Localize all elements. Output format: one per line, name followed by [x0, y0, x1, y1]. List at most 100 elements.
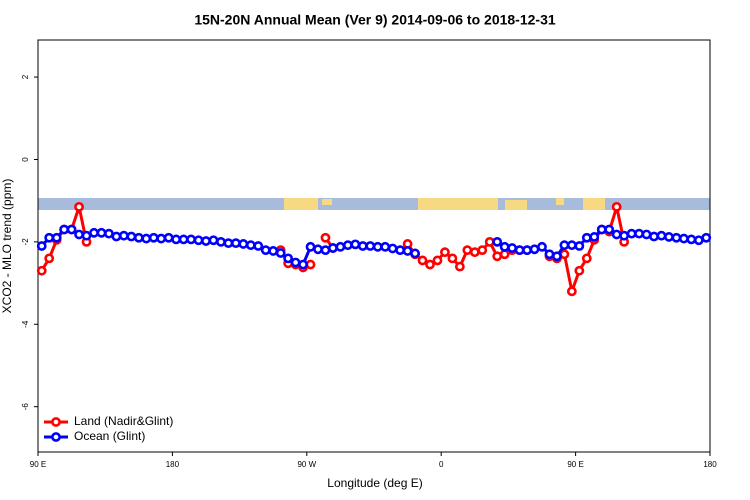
- data-point: [462, 245, 473, 256]
- x-axis-label: Longitude (deg E): [327, 476, 422, 490]
- data-point: [230, 238, 241, 249]
- data-point: [395, 245, 406, 256]
- data-point: [589, 232, 600, 242]
- data-point: [469, 247, 480, 258]
- map-strip: [38, 198, 710, 210]
- data-point: [596, 224, 607, 235]
- data-point: [186, 234, 196, 245]
- data-point: [402, 246, 413, 256]
- data-point: [36, 241, 47, 251]
- data-point: [678, 233, 689, 244]
- data-point: [454, 261, 465, 272]
- data-point: [253, 241, 264, 251]
- legend-marker: [51, 417, 61, 427]
- data-point: [372, 241, 383, 252]
- data-point: [148, 232, 159, 243]
- data-point: [552, 251, 562, 262]
- data-point: [686, 234, 697, 245]
- land-strip: [505, 200, 527, 210]
- data-point: [328, 243, 338, 253]
- data-point: [649, 231, 659, 242]
- data-point: [499, 241, 510, 252]
- data-point: [350, 239, 361, 250]
- x-tick-label: 0: [439, 460, 444, 469]
- data-point: [208, 235, 219, 246]
- data-point: [440, 247, 450, 258]
- data-point: [626, 228, 637, 239]
- data-point: [701, 232, 712, 243]
- data-point: [66, 224, 77, 235]
- y-tick-label: 0: [21, 157, 30, 162]
- data-point: [641, 229, 652, 240]
- y-axis-label: XCO2 - MLO trend (ppm): [0, 179, 14, 314]
- data-point: [156, 233, 167, 244]
- y-tick-label: -4: [21, 320, 30, 328]
- data-point: [380, 241, 391, 252]
- data-point: [425, 259, 435, 270]
- data-point: [529, 244, 540, 255]
- data-point: [74, 201, 84, 212]
- y-tick-label: -2: [21, 238, 30, 246]
- data-point: [290, 257, 301, 268]
- data-point: [342, 240, 353, 251]
- data-point: [59, 224, 70, 235]
- data-point: [283, 253, 294, 264]
- legend-label: Ocean (Glint): [74, 429, 145, 443]
- chart-title: 15N-20N Annual Mean (Ver 9) 2014-09-06 t…: [194, 12, 556, 28]
- data-point: [305, 259, 316, 270]
- data-point: [163, 232, 174, 243]
- x-tick-label: 180: [703, 460, 717, 469]
- data-point: [313, 244, 323, 255]
- x-tick-label: 180: [166, 460, 180, 469]
- data-point: [664, 232, 674, 242]
- data-point: [410, 248, 420, 259]
- data-point: [305, 241, 316, 252]
- land-strip: [322, 199, 332, 205]
- data-point: [268, 246, 279, 256]
- data-point: [432, 255, 443, 266]
- data-point: [507, 243, 518, 253]
- data-point: [604, 224, 615, 235]
- data-point: [216, 236, 226, 247]
- data-point: [559, 240, 570, 251]
- data-point: [357, 241, 368, 251]
- data-point: [36, 265, 47, 276]
- data-point: [201, 236, 211, 246]
- data-point: [492, 236, 503, 247]
- data-point: [574, 265, 585, 276]
- data-point: [298, 259, 308, 270]
- data-point: [320, 245, 331, 256]
- data-point: [89, 227, 99, 238]
- data-point: [238, 239, 249, 249]
- land-strip: [556, 198, 564, 205]
- data-point: [566, 240, 577, 251]
- x-tick-label: 90 W: [297, 460, 316, 469]
- data-point: [537, 241, 547, 252]
- data-point: [693, 235, 704, 246]
- x-tick-label: 90 E: [30, 460, 46, 469]
- ocean-strip: [38, 198, 710, 210]
- data-point: [96, 227, 107, 238]
- data-point: [118, 230, 129, 241]
- data-point: [171, 234, 182, 245]
- data-point: [559, 249, 570, 260]
- legend-label: Land (Nadir&Glint): [74, 414, 173, 428]
- land-strip: [583, 198, 605, 210]
- data-point: [477, 245, 488, 256]
- data-point: [447, 253, 458, 264]
- data-point: [275, 248, 286, 258]
- data-point: [104, 228, 114, 239]
- x-tick-label: 90 E: [567, 460, 583, 469]
- data-point: [320, 232, 331, 243]
- y-tick-label: 2: [21, 74, 30, 79]
- data-point: [260, 245, 271, 256]
- data-point: [365, 241, 376, 251]
- data-point: [566, 286, 577, 297]
- data-point: [44, 232, 55, 243]
- data-point: [74, 229, 84, 240]
- data-point: [126, 231, 137, 242]
- data-point: [133, 232, 144, 243]
- data-point: [417, 255, 428, 266]
- data-point: [387, 243, 398, 254]
